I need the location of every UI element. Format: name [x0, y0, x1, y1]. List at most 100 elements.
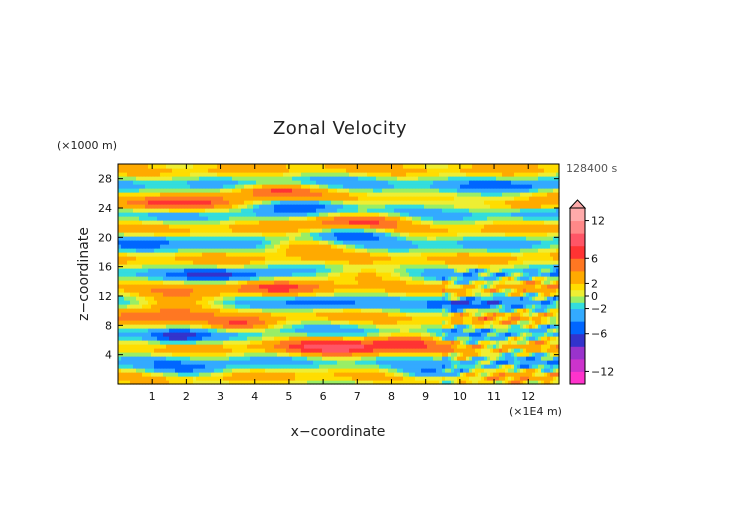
field-cell [265, 356, 269, 361]
field-cell [379, 344, 383, 349]
field-cell [217, 260, 221, 265]
field-cell [262, 324, 266, 329]
field-cell [208, 336, 212, 341]
field-cell [262, 352, 266, 357]
field-cell [181, 252, 185, 257]
field-cell [397, 344, 401, 349]
field-cell [334, 368, 338, 373]
field-cell [514, 356, 518, 361]
field-cell [469, 372, 473, 377]
field-cell [250, 340, 254, 345]
field-cell [277, 304, 281, 309]
field-cell [316, 296, 320, 301]
field-cell [475, 344, 479, 349]
field-cell [493, 292, 497, 297]
field-cell [502, 284, 506, 289]
field-cell [481, 276, 485, 281]
field-cell [202, 316, 206, 321]
field-cell [511, 316, 515, 321]
field-cell [421, 376, 425, 381]
field-cell [445, 248, 449, 253]
field-cell [487, 328, 491, 333]
field-cell [193, 332, 197, 337]
field-cell [451, 296, 455, 301]
field-cell [271, 276, 275, 281]
field-cell [259, 292, 263, 297]
field-cell [277, 352, 281, 357]
field-cell [202, 344, 206, 349]
field-cell [241, 268, 245, 273]
field-cell [520, 360, 524, 365]
field-cell [184, 380, 188, 385]
field-cell [556, 288, 560, 293]
field-cell [238, 332, 242, 337]
field-cell [253, 312, 257, 317]
field-cell [487, 364, 491, 369]
field-cell [319, 252, 323, 257]
field-cell [160, 336, 164, 341]
field-cell [253, 252, 257, 257]
field-cell [193, 364, 197, 369]
field-cell [403, 308, 407, 313]
field-cell [406, 360, 410, 365]
field-cell [238, 304, 242, 309]
field-cell [262, 308, 266, 313]
field-cell [328, 368, 332, 373]
field-cell [370, 312, 374, 317]
field-cell [376, 248, 380, 253]
field-cell [214, 316, 218, 321]
field-cell [457, 344, 461, 349]
field-cell [538, 324, 542, 329]
field-cell [286, 332, 290, 337]
field-cell [415, 340, 419, 345]
field-cell [421, 248, 425, 253]
field-cell [394, 268, 398, 273]
field-cell [424, 324, 428, 329]
field-cell [217, 268, 221, 273]
field-cell [325, 288, 329, 293]
field-cell [379, 364, 383, 369]
field-cell [460, 356, 464, 361]
field-cell [202, 376, 206, 381]
field-cell [490, 276, 494, 281]
field-cell [487, 268, 491, 273]
field-cell [367, 344, 371, 349]
field-cell [484, 272, 488, 277]
field-cell [145, 292, 149, 297]
field-cell [460, 364, 464, 369]
field-cell [286, 316, 290, 321]
field-cell [361, 320, 365, 325]
field-cell [268, 260, 272, 265]
field-cell [418, 276, 422, 281]
field-cell [199, 288, 203, 293]
field-cell [535, 272, 539, 277]
field-cell [301, 276, 305, 281]
field-cell [367, 364, 371, 369]
field-cell [316, 304, 320, 309]
field-cell [199, 292, 203, 297]
field-cell [352, 380, 356, 385]
field-cell [205, 304, 209, 309]
field-cell [316, 308, 320, 313]
field-cell [385, 300, 389, 305]
field-cell [388, 304, 392, 309]
field-cell [259, 288, 263, 293]
field-cell [352, 260, 356, 265]
field-cell [493, 280, 497, 285]
field-cell [337, 288, 341, 293]
field-cell [436, 360, 440, 365]
field-cell [226, 272, 230, 277]
field-cell [391, 336, 395, 341]
field-cell [178, 276, 182, 281]
field-cell [310, 268, 314, 273]
field-cell [448, 364, 452, 369]
field-cell [343, 332, 347, 337]
field-cell [475, 296, 479, 301]
field-cell [457, 276, 461, 281]
field-cell [526, 312, 530, 317]
field-cell [499, 284, 503, 289]
field-cell [190, 300, 194, 305]
field-cell [433, 344, 437, 349]
field-cell [358, 248, 362, 253]
field-cell [196, 328, 200, 333]
